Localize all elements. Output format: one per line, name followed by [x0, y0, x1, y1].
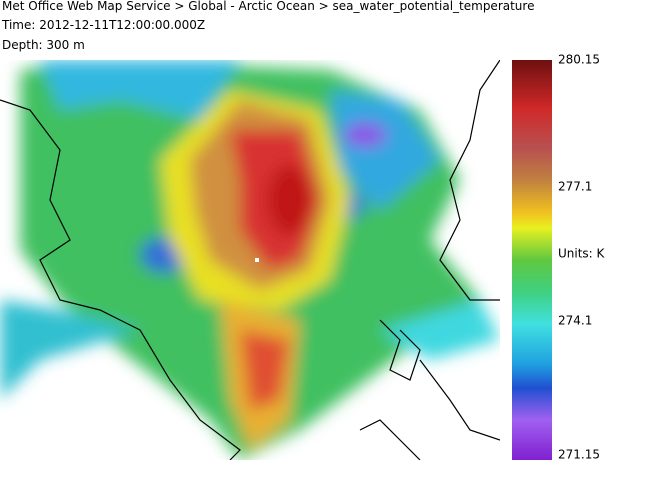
legend-upper: 277.1: [558, 180, 592, 194]
time: Time: 2012-12-11T12:00:00.000Z: [2, 18, 206, 32]
legend-min: 271.15: [558, 448, 600, 462]
color-scale: [512, 60, 552, 460]
depth: Depth: 300 m: [2, 38, 85, 52]
temperature-field: [0, 60, 500, 460]
legend-lower: 274.1: [558, 314, 592, 328]
legend-max: 280.15: [558, 53, 600, 67]
title: Met Office Web Map Service > Global - Ar…: [2, 0, 535, 13]
legend-units: Units: K: [558, 247, 606, 261]
